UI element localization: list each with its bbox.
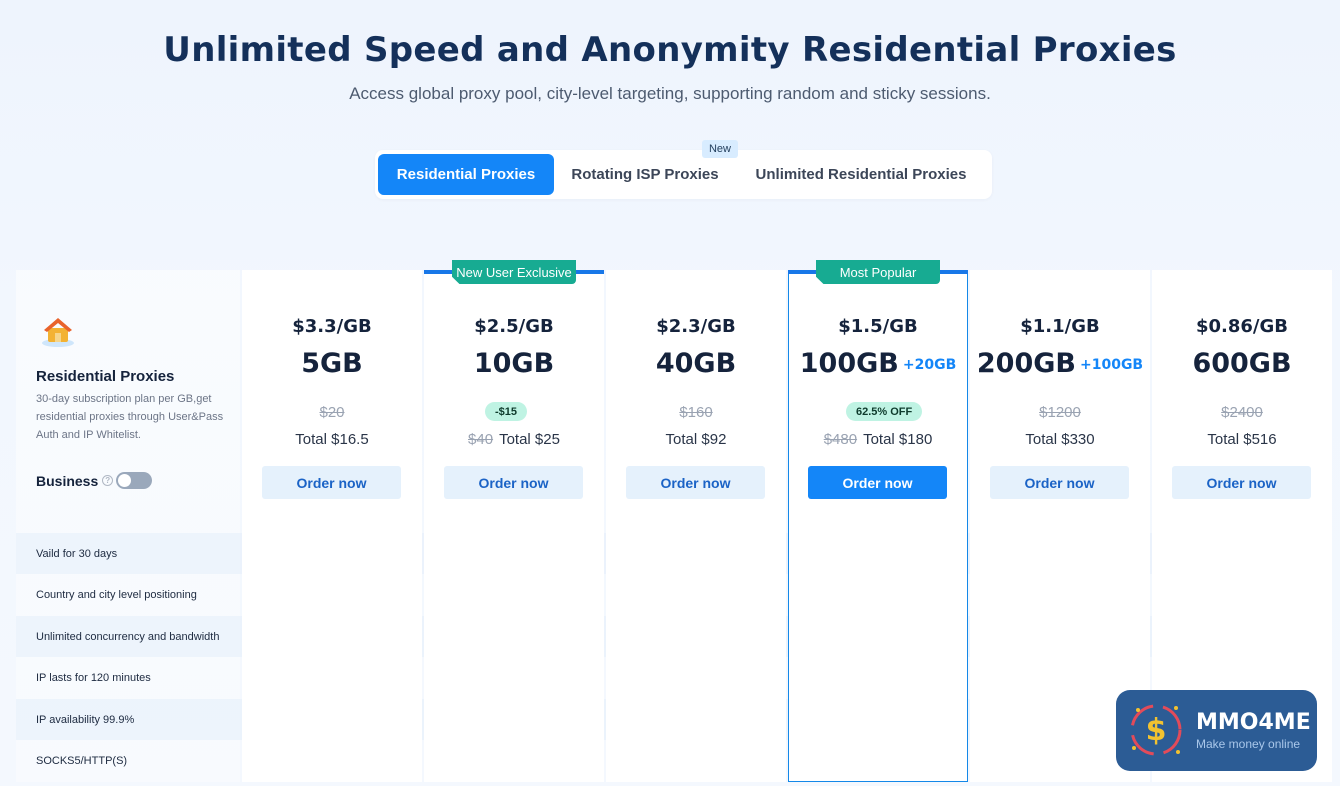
price-per-gb: $3.3/GB: [292, 316, 372, 337]
original-price: $20: [319, 404, 345, 421]
plan-size: 200GB +100GB: [976, 348, 1144, 379]
product-tabs: Residential Proxies Rotating ISP Proxies…: [375, 150, 992, 199]
feature-label: IP availability 99.9%: [36, 713, 135, 726]
svg-text:$: $: [1146, 713, 1167, 748]
total-price: Total $92: [665, 431, 727, 448]
plan-size: 40GB: [655, 348, 737, 379]
plan-card-600gb: $0.86/GB 600GB $2400 Total $516 Order no…: [1152, 270, 1332, 782]
original-price: $1200: [1039, 404, 1081, 421]
tab-unlimited-residential-proxies[interactable]: Unlimited Residential Proxies: [755, 166, 967, 183]
business-label: Business: [36, 472, 99, 489]
most-popular-ribbon: Most Popular: [816, 260, 940, 284]
new-badge: New: [702, 140, 738, 158]
tab-rotating-isp-proxies[interactable]: Rotating ISP Proxies: [571, 166, 719, 183]
tab-residential-proxies[interactable]: Residential Proxies: [378, 154, 554, 195]
order-now-button[interactable]: Order now: [990, 466, 1129, 499]
pricing-table: Residential Proxies 30-day subscription …: [16, 260, 1332, 782]
price-per-gb: $2.5/GB: [474, 316, 554, 337]
product-info: Residential Proxies 30-day subscription …: [16, 270, 240, 782]
feature-label: Country and city level positioning: [36, 589, 197, 601]
bonus-gb: +20GB: [902, 357, 957, 373]
total-price: Total $330: [1025, 431, 1095, 448]
discount-badge: 62.5% OFF: [846, 402, 923, 421]
order-now-button[interactable]: Order now: [1172, 466, 1311, 499]
price-per-gb: $0.86/GB: [1195, 316, 1288, 337]
mmo4me-watermark: $ MMO4ME Make money online: [1116, 690, 1317, 771]
price-per-gb: $2.3/GB: [656, 316, 736, 337]
total-price: Total $516: [1207, 431, 1277, 448]
plan-card-10gb: New User Exclusive $2.5/GB 10GB -$15 $40…: [424, 260, 604, 782]
watermark-subtitle: Make money online: [1196, 737, 1301, 751]
plan-size: 100GB +20GB: [799, 348, 957, 379]
plan-size: 5GB: [301, 348, 363, 379]
order-now-button[interactable]: Order now: [808, 466, 947, 499]
house-icon: [40, 314, 76, 348]
order-now-button[interactable]: Order now: [262, 466, 401, 499]
plan-card-5gb: $3.3/GB 5GB $20 Total $16.5 Order now: [242, 270, 422, 782]
feature-label: Unlimited concurrency and bandwidth: [36, 630, 220, 643]
price-per-gb: $1.5/GB: [838, 316, 918, 337]
original-price: $160: [679, 404, 713, 421]
order-now-button[interactable]: Order now: [626, 466, 765, 499]
product-description: 30-day subscription plan per GB,get resi…: [36, 393, 224, 441]
plan-size: 600GB: [1192, 348, 1292, 379]
old-total: $480: [823, 431, 858, 448]
total-price: $480 Total $180: [823, 431, 933, 448]
order-now-button[interactable]: Order now: [444, 466, 583, 499]
feature-label: Vaild for 30 days: [36, 547, 118, 560]
dollar-logo-icon: $: [1116, 690, 1196, 771]
discount-badge: -$15: [485, 402, 528, 421]
new-user-ribbon: New User Exclusive: [452, 260, 576, 284]
original-price: $2400: [1221, 404, 1263, 421]
total-price: $40 Total $25: [468, 431, 560, 448]
plan-card-40gb: $2.3/GB 40GB $160 Total $92 Order now: [606, 270, 786, 782]
business-row: Business ?: [36, 472, 153, 489]
feature-label: IP lasts for 120 minutes: [36, 672, 151, 684]
plan-card-100gb: Most Popular $1.5/GB 100GB +20GB 62.5% OF…: [788, 260, 968, 782]
business-toggle[interactable]: [116, 472, 153, 489]
price-per-gb: $1.1/GB: [1020, 316, 1100, 337]
product-name: Residential Proxies: [36, 368, 175, 385]
watermark-title: MMO4ME: [1196, 710, 1311, 735]
plan-size: 10GB: [473, 348, 555, 379]
page-subtitle: Access global proxy pool, city-level tar…: [349, 84, 991, 103]
page-title: Unlimited Speed and Anonymity Residentia…: [163, 30, 1177, 70]
bonus-gb: +100GB: [1079, 357, 1144, 373]
help-icon[interactable]: ?: [102, 475, 114, 486]
feature-label: SOCKS5/HTTP(S): [36, 755, 128, 767]
total-price: Total $16.5: [295, 431, 369, 448]
old-total: $40: [468, 431, 494, 448]
